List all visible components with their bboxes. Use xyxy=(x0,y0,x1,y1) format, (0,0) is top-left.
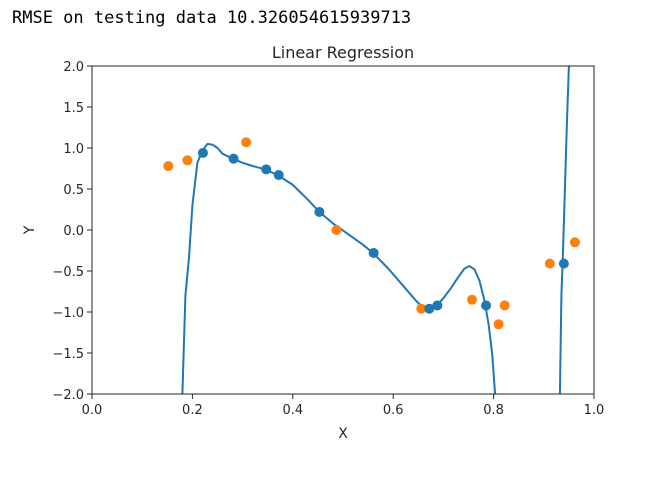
console-output-text: RMSE on testing data 10.326054615939713 xyxy=(12,8,412,28)
regression-curve xyxy=(558,66,570,394)
y-tick-label: 1.5 xyxy=(63,101,84,116)
testing-data-point xyxy=(182,155,193,166)
y-tick-label: −2.0 xyxy=(52,388,84,403)
y-tick-label: −1.0 xyxy=(52,306,84,321)
testing-data-point xyxy=(241,137,252,148)
chart-title: Linear Regression xyxy=(272,43,414,62)
x-tick-label: 0.8 xyxy=(483,403,504,418)
x-tick-label: 0.0 xyxy=(82,403,103,418)
y-tick-label: 2.0 xyxy=(63,60,84,75)
testing-data-point xyxy=(493,319,504,330)
y-tick-label: −1.5 xyxy=(52,347,84,362)
testing-data-point xyxy=(416,303,427,314)
training-data-point xyxy=(197,147,208,158)
y-tick-label: 0.5 xyxy=(63,183,84,198)
training-data-point xyxy=(368,247,379,258)
testing-data-point xyxy=(569,237,580,248)
training-data-point xyxy=(424,303,435,314)
testing-data-point xyxy=(331,225,342,235)
regression-curve xyxy=(181,142,497,394)
y-axis: 2.0 1.5 1.0 0.5 0.0 −0.5 −1.0 −1.5 −2.0 xyxy=(52,60,92,403)
testing-data-point xyxy=(544,258,555,269)
x-tick-label: 0.2 xyxy=(182,403,203,418)
x-axis-label: X xyxy=(338,426,348,442)
x-axis: 0.0 0.2 0.4 0.6 0.8 1.0 xyxy=(82,394,605,418)
training-data-point xyxy=(261,164,272,175)
testing-data-point xyxy=(163,161,174,172)
training-data-point xyxy=(228,153,239,164)
testing-data-point xyxy=(499,300,510,311)
training-data-point xyxy=(314,206,325,217)
training-data-point xyxy=(481,300,492,311)
y-tick-label: −0.5 xyxy=(52,265,84,280)
y-tick-label: 1.0 xyxy=(63,142,84,157)
y-tick-label: 0.0 xyxy=(63,224,84,239)
x-tick-label: 0.4 xyxy=(282,403,303,418)
testing-data-point xyxy=(467,294,478,305)
x-tick-label: 0.6 xyxy=(383,403,404,418)
training-data-point xyxy=(432,300,443,311)
y-axis-label: Y xyxy=(22,225,38,235)
series-layer xyxy=(163,66,580,394)
training-data-point xyxy=(273,170,284,181)
training-data-point xyxy=(558,258,569,269)
x-tick-label: 1.0 xyxy=(584,403,605,418)
